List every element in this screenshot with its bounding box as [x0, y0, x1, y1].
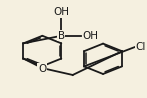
Text: B: B — [58, 31, 65, 41]
Text: Cl: Cl — [136, 42, 146, 52]
Text: OH: OH — [53, 7, 69, 17]
Text: OH: OH — [82, 31, 98, 41]
Text: O: O — [38, 64, 46, 74]
